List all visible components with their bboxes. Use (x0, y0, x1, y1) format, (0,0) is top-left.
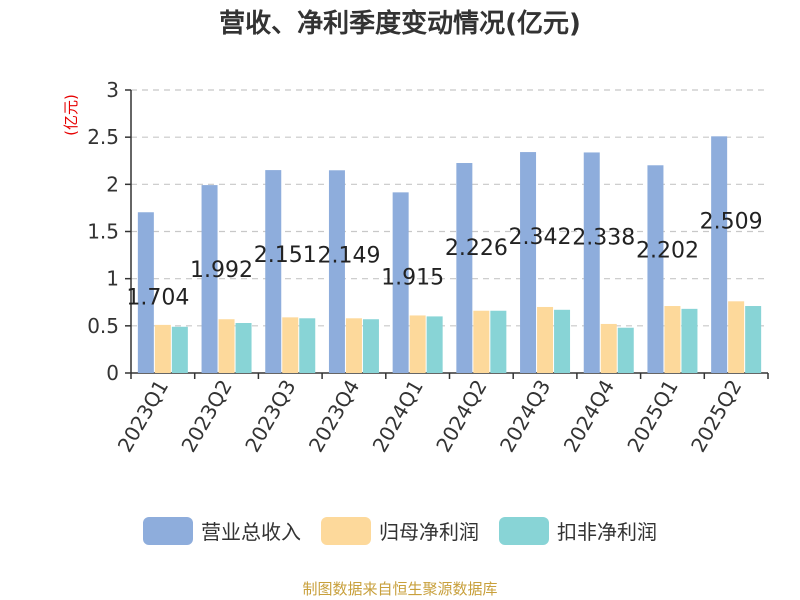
bar-net-profit (409, 315, 426, 373)
bar-net-profit (218, 319, 235, 373)
bar-deducted-profit (745, 306, 762, 373)
data-label: 2.338 (572, 225, 635, 250)
bar-revenue (328, 170, 345, 373)
data-label: 1.915 (381, 265, 444, 290)
x-tick-label: 2025Q1 (622, 376, 682, 457)
bar-net-profit (473, 310, 490, 373)
x-tick-label: 2024Q4 (559, 376, 619, 457)
bar-revenue (711, 136, 728, 373)
x-tick-label: 2023Q4 (304, 376, 364, 457)
y-tick-label: 1 (106, 267, 119, 291)
x-tick-label: 2024Q1 (368, 376, 428, 457)
bar-revenue (137, 212, 154, 373)
legend: 营业总收入 归母净利润 扣非净利润 (0, 516, 800, 545)
y-tick-label: 3 (106, 78, 119, 102)
bar-revenue (392, 192, 409, 373)
data-label: 2.226 (445, 236, 508, 261)
bar-net-profit (282, 317, 299, 373)
bar-deducted-profit (235, 323, 252, 373)
bar-net-profit (537, 306, 554, 373)
y-tick-label: 2 (106, 172, 119, 196)
legend-item-revenue[interactable]: 营业总收入 (143, 516, 301, 545)
data-label: 1.704 (126, 285, 189, 310)
x-tick-label: 2024Q3 (495, 376, 555, 457)
bar-revenue (520, 152, 537, 373)
y-unit-label: (亿元) (62, 94, 80, 136)
bar-deducted-profit (490, 310, 507, 373)
data-label: 2.202 (636, 238, 699, 263)
bar-deducted-profit (554, 309, 571, 373)
legend-swatch-net-profit (321, 516, 371, 545)
bar-net-profit (154, 324, 171, 373)
data-label: 2.151 (254, 243, 317, 268)
legend-label-revenue: 营业总收入 (201, 520, 301, 544)
legend-item-net-profit[interactable]: 归母净利润 (321, 516, 479, 545)
data-label: 2.342 (509, 225, 572, 250)
bar-revenue (583, 152, 600, 373)
source-note: 制图数据来自恒生聚源数据库 (302, 580, 498, 598)
data-label: 2.509 (700, 209, 763, 234)
bar-net-profit (664, 306, 681, 373)
legend-swatch-deducted-profit (499, 516, 549, 545)
bar-net-profit (600, 323, 617, 373)
legend-label-deducted-profit: 扣非净利润 (557, 520, 657, 544)
y-tick-label: 1.5 (87, 220, 119, 244)
bar-revenue (265, 170, 282, 373)
x-tick-label: 2025Q2 (686, 376, 746, 457)
bar-deducted-profit (681, 308, 698, 373)
data-label: 2.149 (317, 243, 380, 268)
bar-deducted-profit (299, 318, 316, 373)
bar-deducted-profit (362, 319, 379, 373)
x-tick-label: 2023Q1 (113, 376, 173, 457)
y-tick-label: 0.5 (87, 314, 119, 338)
bar-revenue (201, 185, 218, 373)
x-tick-label: 2023Q3 (240, 376, 300, 457)
legend-label-net-profit: 归母净利润 (379, 520, 479, 544)
bar-deducted-profit (426, 316, 443, 373)
bar-net-profit (728, 301, 745, 373)
legend-item-deducted-profit[interactable]: 扣非净利润 (499, 516, 657, 545)
bar-revenue (647, 165, 664, 373)
y-tick-label: 2.5 (87, 125, 119, 149)
bar-deducted-profit (617, 327, 634, 373)
bar-deducted-profit (171, 326, 188, 373)
legend-swatch-revenue (143, 516, 193, 545)
x-tick-label: 2023Q2 (176, 376, 236, 457)
y-tick-label: 0 (106, 361, 119, 385)
x-tick-label: 2024Q2 (431, 376, 491, 457)
chart-title: 营收、净利季度变动情况(亿元) (219, 9, 581, 39)
bar-revenue (456, 163, 473, 373)
bar-net-profit (345, 318, 362, 373)
data-label: 1.992 (190, 258, 253, 283)
